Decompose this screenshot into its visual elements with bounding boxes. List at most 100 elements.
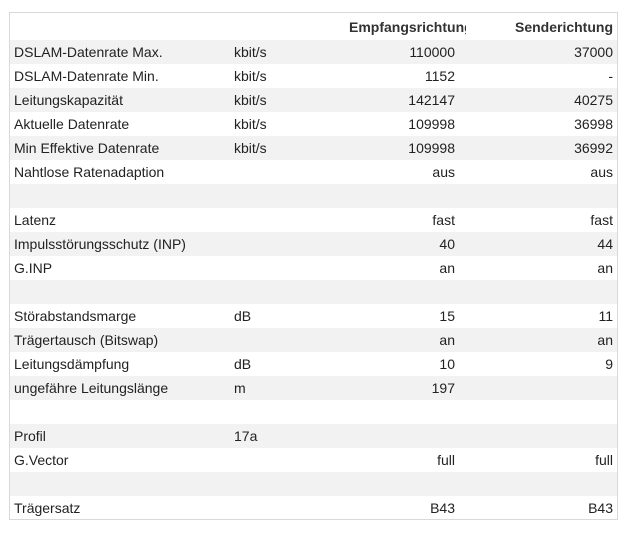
row-send-value: - — [608, 68, 613, 84]
table-row: Min Effektive Datenrate kbit/s 109998 36992 — [10, 136, 617, 160]
row-receive-value: aus — [432, 164, 455, 180]
row-label: Störabstandsmarge — [14, 308, 137, 324]
row-send-value: fast — [590, 212, 613, 228]
row-receive-value: 1152 — [424, 68, 455, 84]
row-label: Aktuelle Datenrate — [14, 116, 130, 132]
row-send-value: an — [466, 328, 617, 352]
row-unit — [229, 256, 349, 280]
row-label: Trägersatz — [14, 500, 81, 516]
row-send-value: full — [595, 452, 613, 468]
row-unit: m — [229, 376, 349, 400]
row-unit: kbit/s — [229, 136, 349, 160]
row-send-value — [466, 184, 617, 208]
table-row — [10, 472, 617, 496]
row-receive-value: B43 — [430, 500, 455, 516]
row-label: DSLAM-Datenrate Max. — [10, 40, 229, 64]
row-receive-value: fast — [432, 212, 455, 228]
table-row: DSLAM-Datenrate Max. kbit/s 110000 37000 — [10, 40, 617, 64]
row-receive-value: an — [439, 260, 455, 276]
row-send-value: 37000 — [466, 40, 617, 64]
row-send-value: aus — [590, 164, 613, 180]
dsl-info-table: Empfangsrichtung Senderichtung DSLAM-Dat… — [10, 13, 617, 520]
table-row: Impulsstörungsschutz (INP) 40 44 — [10, 232, 617, 256]
row-send-value — [466, 400, 617, 424]
row-label: Nahtlose Ratenadaption — [14, 164, 165, 180]
row-label: Trägertausch (Bitswap) — [10, 328, 229, 352]
row-unit: kbit/s — [234, 116, 267, 132]
row-send-value: 9 — [605, 356, 613, 372]
table-row: Störabstandsmarge dB 15 11 — [10, 304, 617, 328]
table-row: Trägersatz B43 B43 — [10, 496, 617, 520]
row-label: DSLAM-Datenrate Min. — [14, 68, 159, 84]
row-unit — [229, 184, 349, 208]
row-unit — [229, 496, 349, 520]
row-receive-value: 15 — [439, 308, 455, 324]
row-label: G.Vector — [14, 452, 69, 468]
dsl-info-panel: Empfangsrichtung Senderichtung DSLAM-Dat… — [9, 12, 618, 520]
table-row: G.INP an an — [10, 256, 617, 280]
table-row: DSLAM-Datenrate Min. kbit/s 1152 - — [10, 64, 617, 88]
table-row: Leitungskapazität kbit/s 142147 40275 — [10, 88, 617, 112]
row-unit — [229, 160, 349, 184]
row-receive-value — [349, 280, 466, 304]
row-label: Leitungskapazität — [10, 88, 229, 112]
table-header-row: Empfangsrichtung Senderichtung — [10, 13, 617, 40]
table-row: Latenz fast fast — [10, 208, 617, 232]
row-send-value: 44 — [466, 232, 617, 256]
row-label: Min Effektive Datenrate — [10, 136, 229, 160]
row-label: Profil — [10, 424, 229, 448]
table-row: Profil 17a — [10, 424, 617, 448]
row-send-value — [466, 472, 617, 496]
table-body: DSLAM-Datenrate Max. kbit/s 110000 37000 DSL… — [10, 40, 617, 520]
row-send-value — [466, 424, 617, 448]
table-row — [10, 184, 617, 208]
table-row — [10, 280, 617, 304]
row-unit — [229, 448, 349, 472]
table-row: Nahtlose Ratenadaption aus aus — [10, 160, 617, 184]
row-receive-value: 142147 — [349, 88, 466, 112]
row-send-value: 11 — [598, 308, 613, 324]
row-receive-value: 110000 — [349, 40, 466, 64]
table-row: Leitungsdämpfung dB 10 9 — [10, 352, 617, 376]
row-unit: dB — [234, 308, 252, 324]
header-label-column — [10, 13, 229, 40]
row-send-value: B43 — [588, 500, 613, 516]
row-send-value: 36998 — [574, 116, 613, 132]
table-row — [10, 400, 617, 424]
row-unit — [229, 208, 349, 232]
table-row: ungefähre Leitungslänge m 197 — [10, 376, 617, 400]
row-label — [10, 280, 229, 304]
row-receive-value — [349, 400, 466, 424]
row-send-value — [466, 376, 617, 400]
row-unit: kbit/s — [229, 88, 349, 112]
row-receive-value — [349, 472, 466, 496]
row-unit — [229, 280, 349, 304]
header-receive-direction: Empfangsrichtung — [349, 18, 466, 35]
row-label: Impulsstörungsschutz (INP) — [10, 232, 229, 256]
row-receive-value: 10 — [439, 356, 455, 372]
row-label: Latenz — [14, 212, 57, 228]
row-receive-value: full — [437, 452, 455, 468]
row-label: G.INP — [14, 260, 53, 276]
row-unit — [229, 232, 349, 256]
row-unit: dB — [234, 356, 252, 372]
row-send-value: 40275 — [466, 88, 617, 112]
row-receive-value: 109998 — [349, 136, 466, 160]
row-receive-value: 40 — [349, 232, 466, 256]
row-unit — [229, 328, 349, 352]
row-unit — [229, 400, 349, 424]
row-receive-value — [349, 184, 466, 208]
row-receive-value: 109998 — [408, 116, 455, 132]
row-send-value: an — [597, 260, 613, 276]
row-send-value — [466, 280, 617, 304]
row-unit: kbit/s — [234, 68, 267, 84]
row-receive-value: 197 — [349, 376, 466, 400]
table-row: Aktuelle Datenrate kbit/s 109998 36998 — [10, 112, 617, 136]
table-row: Trägertausch (Bitswap) an an — [10, 328, 617, 352]
row-receive-value: an — [349, 328, 466, 352]
row-label: Leitungsdämpfung — [14, 356, 130, 372]
header-send-direction: Senderichtung — [514, 18, 613, 35]
row-send-value: 36992 — [466, 136, 617, 160]
row-label — [10, 472, 229, 496]
row-label: ungefähre Leitungslänge — [10, 376, 229, 400]
